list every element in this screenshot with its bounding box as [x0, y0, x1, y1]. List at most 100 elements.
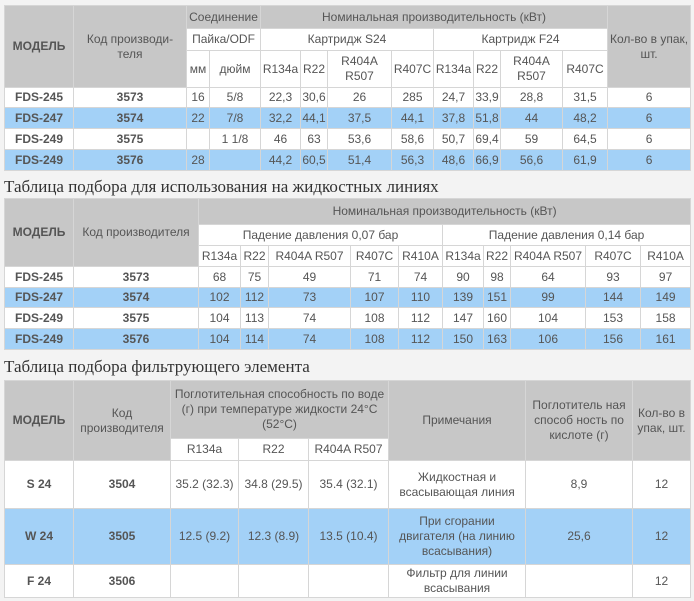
header-drop-014: Падение давления 0,14 бар [441, 224, 692, 246]
table-row: FDS-249 3576 104 114 74 108 112 150 163 106 156 161 [4, 328, 692, 350]
value-cell: 8,9 [525, 460, 634, 509]
value-cell: 73 [268, 287, 351, 308]
header-col: R407C [562, 50, 609, 88]
value-cell: 63 [300, 128, 329, 150]
value-cell: 32,2 [260, 107, 302, 129]
liquid-lines-title: Таблица подбора для использования на жид… [4, 177, 439, 196]
code-cell: 3506 [73, 564, 171, 598]
code-cell: 3574 [73, 287, 199, 308]
value-cell: 50,7 [433, 128, 475, 150]
header-notes: Примечания [388, 380, 527, 461]
value-cell: 6 [607, 149, 692, 171]
value-cell [525, 564, 634, 598]
header-capacity: Номинальная производительность (кВт) [197, 198, 692, 225]
header-drop-007: Падение давления 0,07 бар [198, 224, 443, 246]
header-col: R134a [260, 50, 302, 88]
header-qty: Кол-во в упак, шт. [632, 380, 692, 461]
value-cell: 51,4 [327, 149, 393, 171]
header-col: R134a [433, 50, 475, 88]
value-cell: 1 1/8 [208, 128, 262, 150]
value-cell: 156 [585, 328, 641, 350]
value-cell: 112 [398, 328, 443, 350]
value-cell: 51,8 [473, 107, 502, 129]
header-col: R22 [473, 50, 502, 88]
value-cell: 104 [510, 307, 586, 329]
header-connection: Соединение [185, 5, 262, 29]
code-cell: 3574 [73, 107, 187, 129]
value-cell: 44,2 [260, 149, 302, 171]
value-cell: 75 [240, 266, 269, 288]
table-row: F 24 3506 Фильтр для линии всасывания 12 [4, 564, 692, 598]
value-cell [238, 564, 309, 598]
value-cell: При сгорании двигателя (на линию всасыва… [388, 508, 527, 565]
value-cell: 104 [198, 307, 241, 329]
value-cell: 12 [632, 564, 692, 598]
value-cell: 16 [186, 87, 210, 108]
filter-element-table: МОДЕЛЬ Код производителя Поглотительная сп… [4, 380, 692, 598]
value-cell: 74 [268, 328, 351, 350]
value-cell: 44,1 [391, 107, 435, 129]
value-cell: 13.5 (10.4) [307, 508, 390, 565]
model-cell: FDS-249 [4, 149, 74, 171]
value-cell: 106 [510, 328, 586, 350]
value-cell: 150 [442, 328, 484, 350]
header-col: дюйм [208, 50, 262, 88]
value-cell: 22 [186, 107, 210, 129]
value-cell: 33,9 [473, 87, 502, 108]
value-cell: 46 [260, 128, 302, 150]
value-cell: 25,6 [525, 508, 634, 565]
value-cell: 5/8 [208, 87, 262, 108]
code-cell: 3573 [73, 266, 199, 288]
model-cell: S 24 [4, 460, 74, 509]
header-model: МОДЕЛЬ [4, 380, 74, 461]
value-cell: 48,2 [562, 107, 609, 129]
table-row: FDS-247 3574 102 112 73 107 110 139 151 99 144 149 [4, 287, 692, 308]
value-cell: 90 [442, 266, 484, 288]
value-cell: 44 [500, 107, 564, 129]
value-cell: 110 [398, 287, 443, 308]
value-cell: 59 [500, 128, 564, 150]
header-col: R404A R507 [327, 50, 393, 88]
value-cell: 139 [442, 287, 484, 308]
header-col: мм [186, 50, 210, 88]
header-acid-capacity: Поглотитель ная способ ность по кислоте … [525, 380, 634, 461]
value-cell: 48,6 [433, 149, 475, 171]
liquid-lines-table: МОДЕЛЬ Код производителя Номинальная произ… [4, 198, 692, 350]
value-cell: 160 [483, 307, 511, 329]
code-cell: 3505 [73, 508, 171, 565]
value-cell: 64,5 [562, 128, 609, 150]
value-cell: 147 [442, 307, 484, 329]
table-row: FDS-245 3573 68 75 49 71 74 90 98 64 93 97 [4, 266, 692, 288]
value-cell: 69,4 [473, 128, 502, 150]
header-col: R134a [442, 245, 484, 267]
value-cell: 61,9 [562, 149, 609, 171]
value-cell: 35.2 (32.3) [170, 460, 239, 509]
value-cell: 71 [350, 266, 399, 288]
value-cell: 98 [483, 266, 511, 288]
value-cell: 37,5 [327, 107, 393, 129]
value-cell: 153 [585, 307, 641, 329]
table-row: FDS-249 3576 28 44,2 60,5 51,4 56,3 48,6 66,9 56,… [4, 149, 692, 171]
header-col: R404A R507 [510, 245, 586, 267]
value-cell: 108 [350, 307, 399, 329]
value-cell: 74 [398, 266, 443, 288]
header-model: МОДЕЛЬ [4, 5, 74, 88]
table-row: S 24 3504 35.2 (32.3) 34.8 (29.5) 35.4 (32.1… [4, 460, 692, 509]
model-cell: FDS-249 [4, 128, 74, 150]
value-cell: 56,6 [500, 149, 564, 171]
header-col: R407C [585, 245, 641, 267]
value-cell [208, 149, 262, 171]
value-cell: Фильтр для линии всасывания [388, 564, 527, 598]
value-cell: 12 [632, 508, 692, 565]
value-cell: 53,6 [327, 128, 393, 150]
value-cell [170, 564, 239, 598]
code-cell: 3576 [73, 328, 199, 350]
model-cell: FDS-245 [4, 87, 74, 108]
value-cell: 93 [585, 266, 641, 288]
value-cell: 149 [639, 287, 692, 308]
code-cell: 3575 [73, 307, 199, 329]
code-cell: 3576 [73, 149, 187, 171]
value-cell [307, 564, 390, 598]
value-cell: 12.3 (8.9) [238, 508, 309, 565]
value-cell [186, 128, 210, 150]
